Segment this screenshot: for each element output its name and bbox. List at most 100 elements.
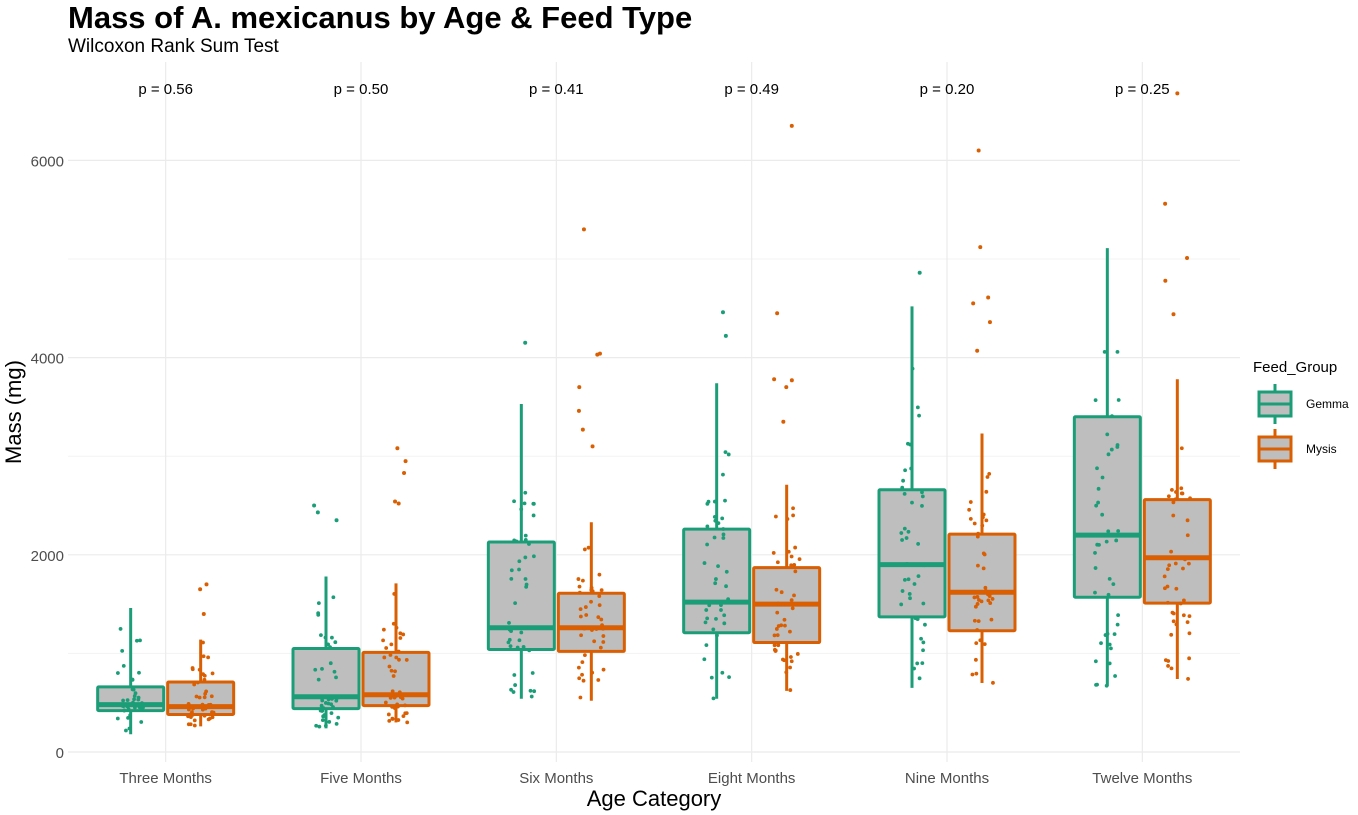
- data-point: [968, 500, 973, 504]
- outlier-point: [975, 348, 980, 353]
- data-point: [788, 629, 792, 634]
- data-point: [513, 601, 518, 606]
- data-point: [1094, 503, 1099, 508]
- data-point: [1114, 538, 1119, 543]
- p-value-label: p = 0.20: [920, 81, 975, 98]
- outlier-point: [1163, 278, 1168, 283]
- data-point: [776, 601, 781, 606]
- data-point: [1109, 646, 1113, 651]
- data-point: [1171, 513, 1176, 518]
- data-point: [1171, 500, 1176, 505]
- data-point: [388, 653, 393, 657]
- data-point: [1166, 664, 1170, 668]
- data-point: [524, 582, 529, 587]
- data-point: [328, 661, 333, 666]
- data-point: [192, 682, 197, 687]
- data-point: [126, 716, 130, 720]
- data-point: [523, 490, 528, 495]
- data-point: [712, 514, 717, 519]
- outlier-point: [334, 518, 339, 523]
- data-point: [517, 638, 522, 643]
- data-point: [724, 569, 729, 574]
- data-point: [203, 691, 208, 696]
- data-point: [791, 513, 796, 518]
- data-point: [1185, 533, 1190, 538]
- data-point: [776, 624, 781, 628]
- data-point: [1180, 491, 1185, 496]
- data-point: [773, 649, 778, 653]
- data-point: [316, 611, 321, 616]
- data-point: [977, 598, 981, 602]
- data-point: [507, 620, 511, 625]
- data-point: [381, 627, 386, 632]
- data-point: [210, 671, 215, 676]
- data-point: [792, 562, 797, 567]
- outlier-point: [396, 501, 401, 506]
- data-point: [512, 673, 517, 677]
- data-point: [920, 503, 924, 508]
- data-point: [711, 627, 716, 632]
- data-point: [384, 646, 389, 650]
- data-point: [1106, 452, 1111, 457]
- data-point: [192, 723, 197, 728]
- data-point: [206, 717, 211, 722]
- data-point: [580, 672, 584, 677]
- data-point: [397, 690, 402, 695]
- data-point: [900, 589, 905, 593]
- data-point: [132, 694, 137, 698]
- data-point: [982, 642, 987, 647]
- data-point: [395, 702, 400, 707]
- data-point: [1187, 656, 1192, 661]
- data-point: [901, 478, 905, 483]
- outlier-point: [590, 444, 595, 449]
- legend-label: Gemma: [1306, 397, 1349, 411]
- data-point: [600, 623, 604, 627]
- data-point: [140, 705, 145, 710]
- data-point: [719, 608, 723, 612]
- data-point: [773, 514, 778, 519]
- data-point: [189, 705, 194, 709]
- data-point: [1104, 683, 1109, 688]
- data-point: [578, 695, 583, 700]
- x-tick-label: Three Months: [119, 770, 212, 787]
- p-value-label: p = 0.50: [334, 81, 389, 98]
- data-point: [1187, 614, 1192, 619]
- data-point: [327, 720, 332, 724]
- outlier-point: [198, 587, 203, 592]
- outlier-point: [1163, 201, 1168, 206]
- data-point: [723, 599, 728, 604]
- y-tick-label: 6000: [31, 153, 64, 170]
- data-point: [1094, 682, 1098, 687]
- outlier-point: [976, 148, 981, 153]
- data-point: [334, 675, 338, 680]
- x-tick-label: Twelve Months: [1092, 770, 1192, 787]
- data-point: [909, 466, 914, 471]
- data-point: [206, 655, 211, 660]
- data-point: [405, 720, 410, 725]
- data-point: [195, 680, 200, 685]
- data-point: [1112, 632, 1117, 637]
- data-point: [974, 641, 979, 646]
- data-point: [530, 671, 535, 675]
- data-point: [722, 613, 727, 618]
- data-point: [1096, 500, 1101, 505]
- legend-label: Mysis: [1306, 442, 1337, 456]
- data-point: [140, 701, 144, 706]
- outlier-point: [312, 503, 317, 508]
- data-point: [509, 576, 514, 581]
- data-point: [915, 405, 920, 410]
- data-point: [908, 596, 912, 601]
- data-point: [974, 671, 979, 676]
- data-point: [527, 542, 531, 546]
- data-point: [922, 563, 927, 568]
- data-point: [789, 563, 794, 568]
- data-point: [584, 613, 589, 617]
- p-value-label: p = 0.56: [138, 81, 193, 98]
- data-point: [323, 701, 328, 705]
- data-point: [774, 627, 779, 631]
- data-point: [186, 702, 191, 706]
- data-point: [598, 645, 603, 650]
- data-point: [403, 703, 407, 708]
- data-point: [394, 655, 399, 660]
- data-point: [401, 714, 406, 719]
